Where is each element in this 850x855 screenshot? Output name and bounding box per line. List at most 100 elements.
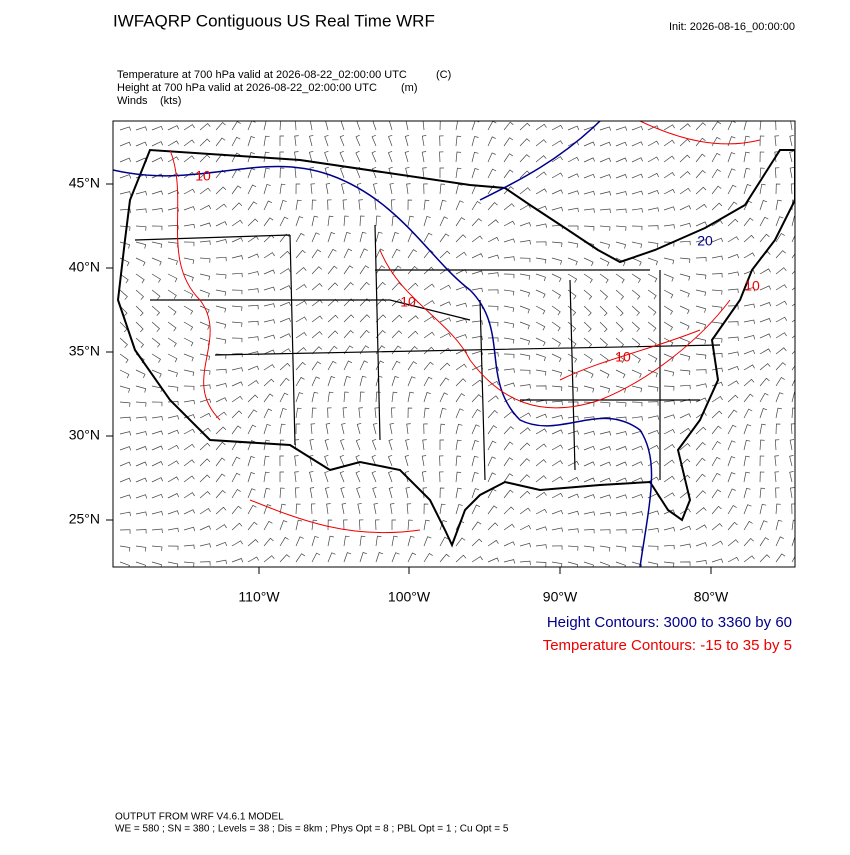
wind-barb <box>471 504 481 515</box>
wind-barb <box>407 282 419 291</box>
wind-barb <box>295 249 306 259</box>
wind-barb <box>439 553 450 563</box>
wind-barb <box>404 470 410 483</box>
wind-barb <box>199 257 211 263</box>
wind-barb <box>599 257 610 267</box>
wind-barb <box>231 472 241 483</box>
wind-barb <box>359 298 371 307</box>
wind-barb <box>375 215 381 227</box>
wind-barb <box>183 492 195 499</box>
wind-barb <box>263 286 276 292</box>
wind-barb <box>422 167 427 179</box>
wind-barb <box>295 347 307 355</box>
wind-barb <box>503 203 515 211</box>
wind-barb <box>759 151 765 163</box>
wind-barb <box>471 135 479 147</box>
wind-barb <box>247 539 259 547</box>
wind-barb <box>324 470 329 483</box>
wind-barb <box>135 416 147 421</box>
temperature-legend: Temperature Contours: -15 to 35 by 5 <box>543 637 792 654</box>
wind-barb <box>263 408 273 419</box>
wind-barb <box>663 369 675 377</box>
wind-barb <box>183 561 195 567</box>
wind-barb <box>325 121 329 131</box>
wind-barb <box>695 457 706 467</box>
wind-barb <box>615 545 627 552</box>
wind-barb <box>423 283 435 291</box>
wind-barb <box>789 471 794 483</box>
wind-barb <box>663 444 675 451</box>
wind-barb <box>295 423 301 435</box>
wind-barb <box>695 273 707 280</box>
wind-barb <box>775 362 787 371</box>
wind-barb <box>711 410 723 419</box>
wind-barb <box>340 486 345 499</box>
wind-barb <box>356 486 361 499</box>
wind-barb <box>535 337 546 347</box>
wind-barb <box>151 305 160 316</box>
wind-barb <box>356 182 362 195</box>
wind-barb <box>439 332 452 339</box>
wind-barb <box>422 439 427 451</box>
wind-barb <box>599 289 608 300</box>
wind-barb <box>535 475 547 483</box>
wind-barb <box>231 219 243 227</box>
wind-barb <box>615 157 628 163</box>
wind-barb <box>790 121 793 131</box>
wind-barb <box>727 539 739 547</box>
wind-barb <box>599 511 611 517</box>
wind-barb <box>519 289 531 297</box>
wind-barb <box>599 305 608 317</box>
wind-barb <box>215 473 226 483</box>
height-contours <box>113 121 653 567</box>
wind-barb <box>309 487 315 499</box>
wind-barb <box>615 141 628 147</box>
wind-barb <box>247 218 259 227</box>
wind-barb <box>375 330 386 339</box>
wind-barb <box>199 353 211 361</box>
wind-barb <box>503 396 516 403</box>
wind-barb <box>343 535 350 547</box>
wind-barb <box>391 314 403 323</box>
wind-barb <box>599 401 611 407</box>
wind-barb <box>183 257 195 264</box>
wind-barb <box>309 167 314 179</box>
wind-barb <box>503 368 515 373</box>
wind-barb <box>183 241 195 247</box>
wind-barb <box>599 126 612 131</box>
wind-barb <box>391 535 398 547</box>
wind-barb <box>535 155 547 163</box>
wind-barb <box>775 250 786 259</box>
wind-barb <box>503 121 514 131</box>
wind-barb <box>231 540 243 547</box>
wind-barb <box>247 304 259 310</box>
wind-barb <box>503 473 514 483</box>
wind-barb <box>421 455 427 467</box>
wind-barb <box>535 188 547 195</box>
wind-barb <box>519 257 531 263</box>
wind-barb <box>263 319 275 324</box>
wind-barb <box>387 150 393 163</box>
wind-barb <box>535 353 546 362</box>
wind-barb <box>519 154 530 163</box>
wind-barb <box>215 305 227 313</box>
wind-barb <box>247 136 256 147</box>
wind-barb <box>439 520 448 531</box>
wind-barb <box>503 169 514 179</box>
wind-barb <box>215 122 226 131</box>
wind-barb <box>215 457 226 467</box>
wind-barb <box>679 289 690 298</box>
wind-barb <box>599 369 610 379</box>
wind-barb <box>615 241 627 249</box>
wind-barb <box>503 523 515 531</box>
wind-barb <box>423 361 434 371</box>
wind-barb <box>295 376 305 387</box>
wind-barb <box>231 202 243 211</box>
wind-barb <box>789 487 795 499</box>
wind-barb <box>471 538 483 547</box>
wind-barb <box>663 321 673 331</box>
wind-barb <box>183 544 195 550</box>
init-time: Init: 2026-08-16_00:00:00 <box>669 21 795 33</box>
wind-barb <box>599 529 611 534</box>
wind-barb <box>727 440 736 451</box>
